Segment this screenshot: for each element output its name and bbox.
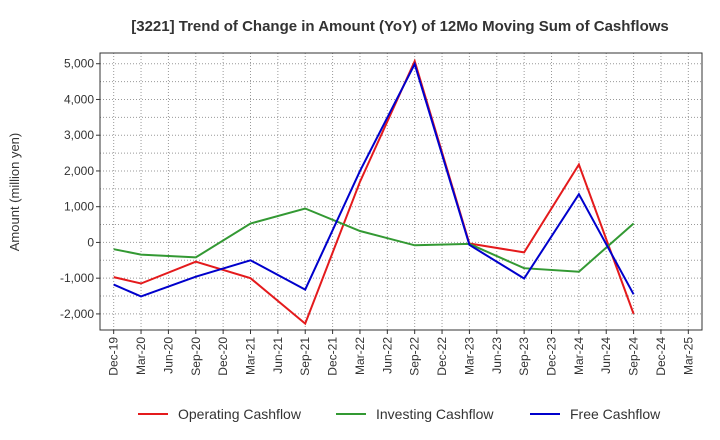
series-layer <box>113 58 635 326</box>
y-tick-label: 2,000 <box>64 164 94 178</box>
y-tick-label: 4,000 <box>64 92 94 106</box>
x-tick-label: Mar-21 <box>244 337 258 375</box>
plot-background <box>100 53 702 330</box>
x-tick-label: Dec-21 <box>326 337 340 376</box>
x-tick-label: Jun-24 <box>599 337 613 374</box>
y-tick-label: -2,000 <box>60 307 94 321</box>
plot-area <box>99 52 703 331</box>
y-tick-label: -1,000 <box>60 271 94 285</box>
x-tick-label: Jun-23 <box>490 337 504 374</box>
x-tick-label: Sep-24 <box>627 337 641 376</box>
x-tick-label: Sep-20 <box>189 337 203 376</box>
x-tick-label: Dec-24 <box>654 337 668 376</box>
operating-cashflow-line <box>113 58 635 326</box>
legend-label-free-cashflow: Free Cashflow <box>570 406 661 422</box>
chart-title: [3221] Trend of Change in Amount (YoY) o… <box>131 18 669 35</box>
y-tick-label: 3,000 <box>64 128 94 142</box>
y-axis: 5,000 4,000 3,000 2,000 1,000 0 -1,000 -2,000 <box>60 57 100 321</box>
x-axis: Dec-19 Mar-20 Jun-20 Sep-20 Dec-20 Mar-21 Jun-… <box>107 330 695 376</box>
legend-label-operating-cashflow: Operating Cashflow <box>178 406 302 422</box>
y-tick-label: 5,000 <box>64 57 94 71</box>
x-tick-label: Mar-23 <box>462 337 476 375</box>
x-tick-label: Mar-22 <box>353 337 367 375</box>
x-tick-label: Mar-25 <box>681 337 695 375</box>
y-tick-label: 0 <box>87 235 94 249</box>
free-cashflow-line <box>113 61 635 298</box>
x-tick-label: Sep-22 <box>408 337 422 376</box>
legend-label-investing-cashflow: Investing Cashflow <box>376 406 494 422</box>
y-axis-label: Amount (million yen) <box>7 133 22 252</box>
x-tick-label: Jun-20 <box>161 337 175 374</box>
y-tick-label: 1,000 <box>64 200 94 214</box>
x-tick-label: Dec-23 <box>545 337 559 376</box>
x-tick-label: Jun-21 <box>271 337 285 374</box>
x-tick-label: Sep-23 <box>517 337 531 376</box>
x-tick-label: Dec-20 <box>216 337 230 376</box>
x-tick-label: Jun-22 <box>380 337 394 374</box>
legend: Operating Cashflow Investing Cashflow Free… <box>138 406 661 422</box>
x-tick-label: Dec-22 <box>435 337 449 376</box>
plot-frame <box>99 52 703 331</box>
x-tick-label: Dec-19 <box>107 337 121 376</box>
x-tick-label: Sep-21 <box>298 337 312 376</box>
investing-cashflow-line <box>113 207 635 273</box>
x-tick-label: Mar-24 <box>572 337 586 375</box>
x-tick-label: Mar-20 <box>134 337 148 375</box>
